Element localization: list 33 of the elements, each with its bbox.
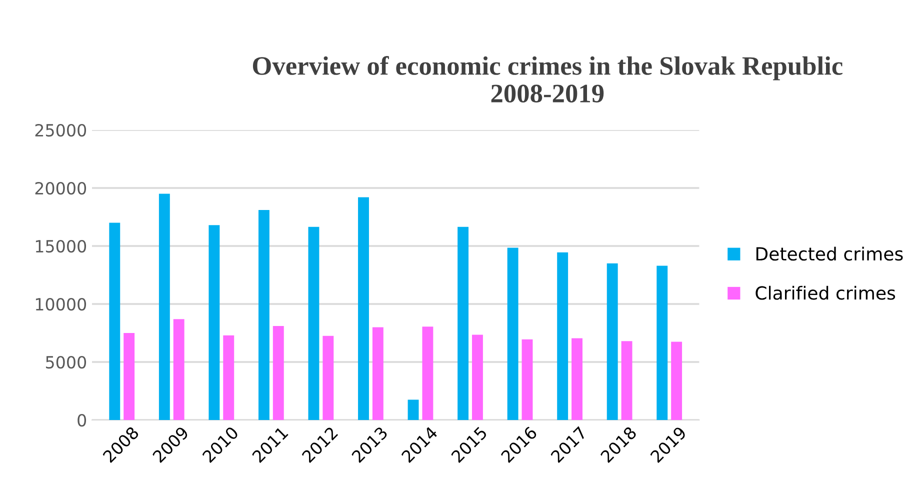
bar xyxy=(522,339,533,420)
bar xyxy=(656,266,668,420)
legend-label: Clarified crimes xyxy=(756,286,896,300)
bar xyxy=(621,341,632,420)
bar xyxy=(223,335,234,420)
bar xyxy=(557,252,568,420)
bar xyxy=(208,225,220,420)
y-tick-label: 15000 xyxy=(36,240,86,253)
bar xyxy=(372,327,384,420)
bar xyxy=(358,197,369,420)
chart-title: Overview of economic crimes in the Slovak Republic 2008-2019 xyxy=(252,56,842,102)
bar xyxy=(458,226,469,420)
bar xyxy=(422,326,434,420)
bar xyxy=(272,326,284,420)
y-tick-label: 10000 xyxy=(36,298,86,311)
y-tick-label: 5000 xyxy=(46,356,86,369)
bar xyxy=(671,342,682,420)
bar xyxy=(322,336,334,420)
bar xyxy=(158,194,170,420)
bar xyxy=(109,222,120,420)
legend-label: Detected crimes xyxy=(756,246,903,261)
y-tick-label: 25000 xyxy=(35,124,86,137)
bar xyxy=(308,226,320,420)
bar xyxy=(507,248,518,420)
bar xyxy=(173,319,184,420)
bar xyxy=(124,333,135,420)
y-tick-label: 0 xyxy=(78,414,86,427)
bar xyxy=(572,338,582,420)
bar xyxy=(472,334,483,420)
y-tick-label: 20000 xyxy=(35,182,86,195)
bar xyxy=(408,400,419,420)
bar xyxy=(606,263,618,420)
bar xyxy=(258,210,270,420)
